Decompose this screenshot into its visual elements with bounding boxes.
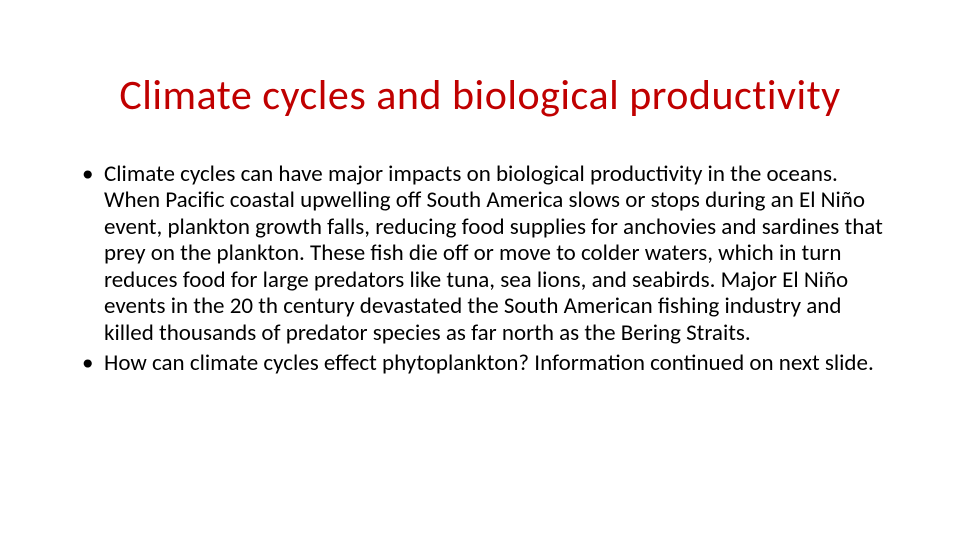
bullet-list: Climate cycles can have major impacts on… (82, 161, 890, 377)
list-item: How can climate cycles effect phytoplank… (82, 350, 890, 376)
bullet-text: Climate cycles can have major impacts on… (104, 160, 883, 347)
slide: Climate cycles and biological productivi… (0, 0, 960, 540)
bullet-text: How can climate cycles effect phytoplank… (104, 349, 874, 377)
list-item: Climate cycles can have major impacts on… (82, 161, 890, 346)
slide-title: Climate cycles and biological productivi… (70, 70, 890, 121)
slide-body: Climate cycles can have major impacts on… (70, 161, 890, 377)
